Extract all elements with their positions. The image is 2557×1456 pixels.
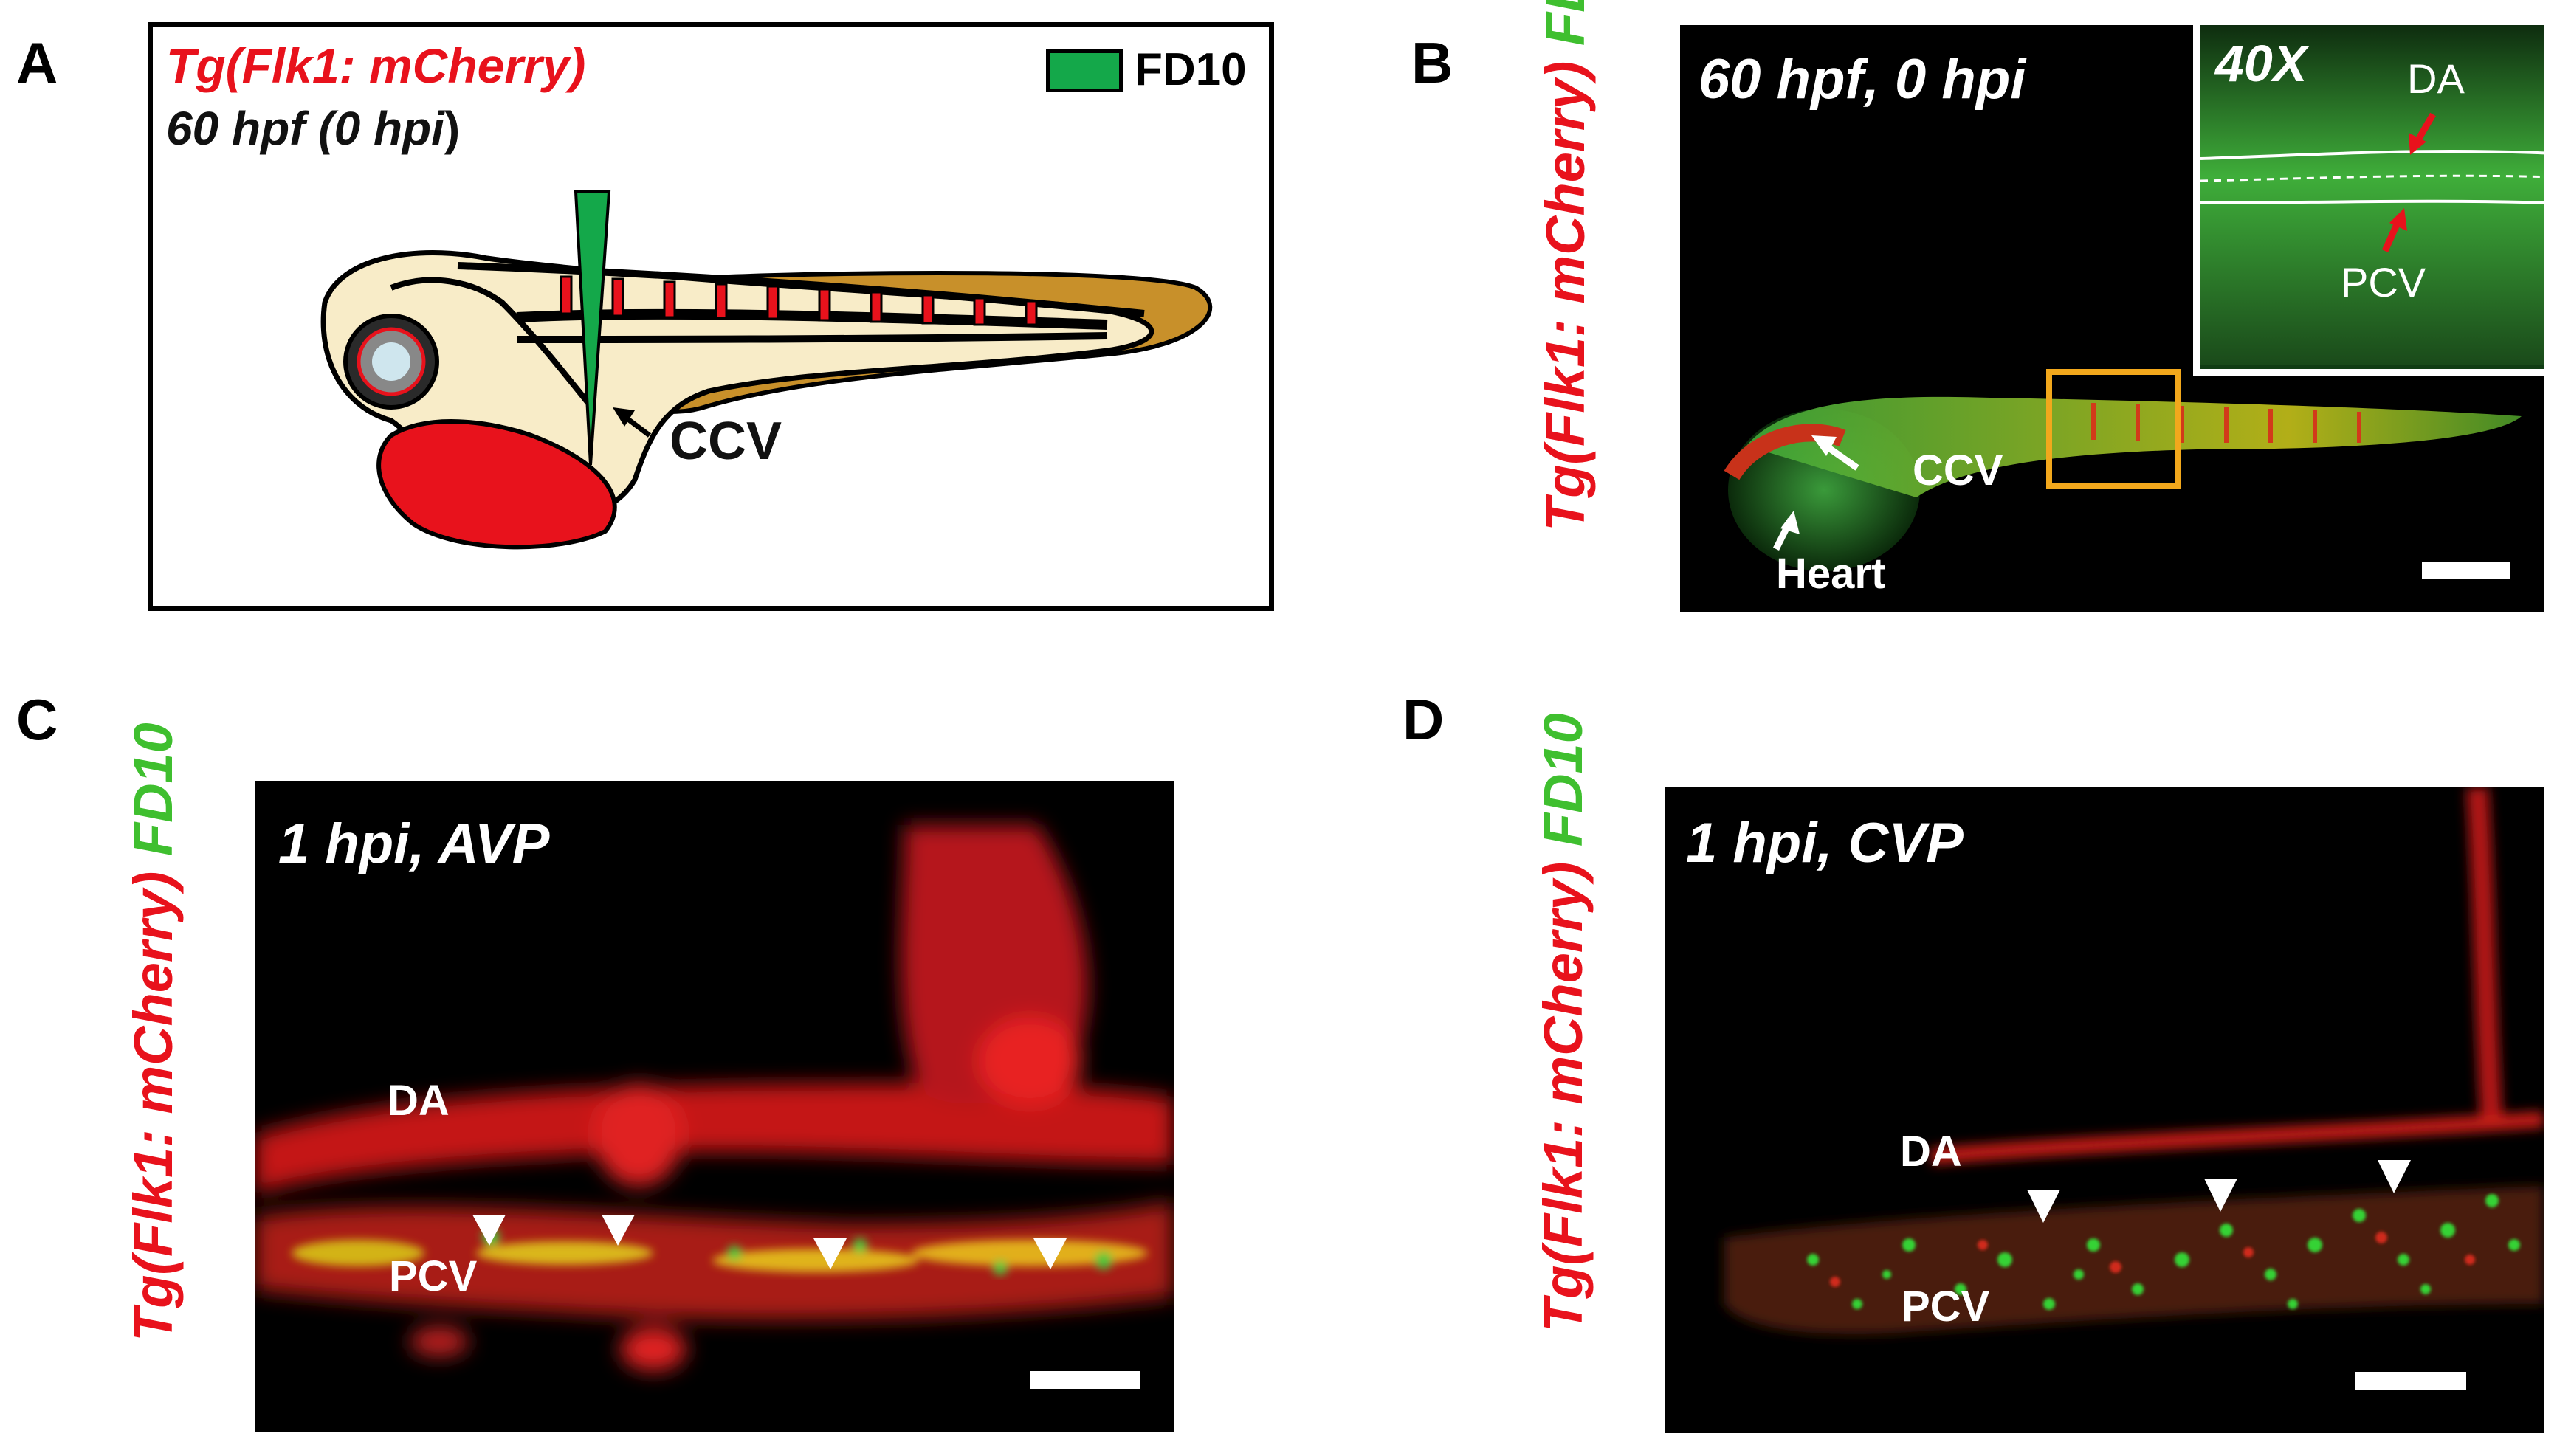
- pcv-label-d: PCV: [1902, 1283, 1990, 1331]
- inset-vessel-top: [2200, 150, 2544, 160]
- heart-region: [376, 419, 617, 550]
- side-label-c-red: Tg(Flk1: mCherry): [123, 871, 184, 1342]
- da-vessel-c: [255, 1083, 1174, 1194]
- panel-letter-c: C: [16, 687, 58, 752]
- inset-pcv-label: PCV: [2341, 259, 2426, 306]
- green-speckles-d: [1807, 1194, 2520, 1310]
- da-label-c: DA: [388, 1077, 450, 1125]
- inset-vessel-mid: [2200, 174, 2544, 182]
- heart-label: Heart: [1776, 550, 1886, 598]
- timepoint-hpi: 0 hpi: [334, 102, 444, 155]
- panel-letter-b: B: [1411, 30, 1453, 95]
- side-label-d: Tg(Flk1: mCherry) FD10: [1532, 713, 1594, 1332]
- pcv-region-d: [1724, 1186, 2544, 1334]
- side-label-d-red: Tg(Flk1: mCherry): [1532, 861, 1594, 1332]
- timepoint-suffix: ): [444, 102, 461, 155]
- da-label-d: DA: [1900, 1128, 1962, 1176]
- side-label-c-green: FD10: [123, 722, 184, 857]
- condition-label-b: 60 hpf, 0 hpi: [1699, 48, 2026, 111]
- dorsal-vessel-d: [2466, 787, 2503, 1128]
- inset-da-label: DA: [2407, 55, 2465, 102]
- panel-letter-d: D: [1403, 687, 1445, 752]
- head-red-vessels: [1724, 424, 1846, 480]
- scale-bar-c: [1030, 1371, 1140, 1389]
- inset-region-box: [2046, 369, 2181, 489]
- panel-d-micrograph: 1 hpi, CVP DA PCV: [1665, 787, 2544, 1433]
- panel-b-micrograph: 60 hpf, 0 hpi CCV Heart 40X DA PCV: [1680, 25, 2544, 612]
- inset-vessel-bottom: [2200, 199, 2544, 204]
- pcv-label-c: PCV: [389, 1252, 478, 1300]
- panel-c-micrograph: 1 hpi, AVP DA PCV: [255, 781, 1174, 1432]
- legend-label-fd10: FD10: [1135, 44, 1247, 95]
- yellow-green-signal-c: [292, 1228, 1148, 1275]
- head-vessels: [390, 277, 593, 408]
- condition-label-d: 1 hpi, CVP: [1686, 812, 1964, 874]
- inset-40x: 40X DA PCV: [2193, 25, 2544, 376]
- legend-swatch-fd10: [1046, 49, 1123, 92]
- scale-bar-d: [2355, 1372, 2466, 1390]
- eye-lens: [372, 342, 410, 381]
- panel-letter-a: A: [16, 30, 58, 95]
- posterior-vein-line: [516, 332, 1108, 343]
- side-label-b-red: Tg(Flk1: mCherry): [1535, 61, 1596, 531]
- da-vessel-d: [1930, 1111, 2544, 1165]
- inset-magnification: 40X: [2215, 35, 2308, 92]
- side-label-d-green: FD10: [1532, 713, 1594, 847]
- side-label-b-green: FD10: [1535, 0, 1596, 46]
- side-label-c: Tg(Flk1: mCherry) FD10: [122, 722, 185, 1342]
- line-transgene-label: Tg(Flk1: mCherry): [166, 38, 586, 93]
- larva-trunk: [1746, 396, 2522, 497]
- ccv-label-b: CCV: [1913, 446, 2003, 494]
- panel-a-schematic: Tg(Flk1: mCherry) 60 hpf (0 hpi) FD10: [148, 22, 1274, 611]
- condition-label-c: 1 hpi, AVP: [278, 812, 550, 875]
- side-label-b: Tg(Flk1: mCherry) FD10: [1534, 0, 1597, 531]
- injection-needle: [574, 190, 611, 466]
- arrowheads-d: [2027, 1160, 2411, 1223]
- red-speckles-d: [1830, 1232, 2475, 1287]
- zebrafish-larva-drawing: [320, 190, 1213, 550]
- scale-bar-b: [2422, 562, 2510, 579]
- arrowheads-c: [472, 1215, 1067, 1269]
- intersegmental-vessels: [560, 275, 1038, 326]
- timepoint-prefix: 60 hpf (: [166, 102, 334, 155]
- timepoint-label: 60 hpf (0 hpi): [166, 101, 460, 156]
- ccv-label-a: CCV: [670, 412, 782, 471]
